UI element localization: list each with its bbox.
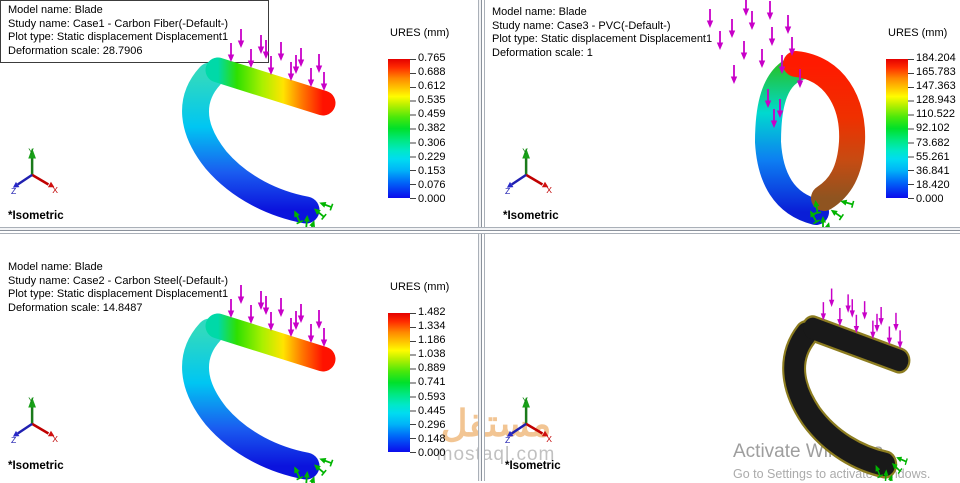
view-orientation-label: *Isometric [503,210,559,222]
info-line: Study name: Case3 - PVC(-Default-) [492,19,671,32]
legend-body: 1.482 1.334 1.186 1.038 0.889 0.741 0.593 0.445… [388,306,449,459]
vertical-viewport-splitter[interactable] [478,0,485,481]
legend-value: 147.363 [916,80,956,93]
blade-model-pvc [705,0,866,230]
legend-value: 0.296 [418,418,446,431]
legend-value: 18.420 [916,178,950,191]
legend-value: 165.783 [916,66,956,79]
info-line: Deformation scale: 14.8487 [8,301,143,314]
legend-title: URES (mm) [390,281,450,293]
info-line: Model name: Blade [8,4,103,16]
legend-value: 1.482 [418,306,446,318]
legend-value: 110.522 [916,108,955,121]
view-orientation-label: *Isometric [8,460,64,472]
result-legend-bottom-left: URES (mm) 1.482 1.334 1.186 1.038 0.889 0.741… [388,281,449,459]
mostaql-watermark: مستقل mostaql.com [420,404,572,466]
legend-tick-marks [410,59,416,199]
legend-title: URES (mm) [888,27,948,39]
info-line: Plot type: Static displacement Displacem… [492,33,713,45]
legend-value: 0.153 [418,164,446,177]
legend-value: 0.000 [418,192,446,205]
orientation-triad-icon [504,394,554,447]
legend-values: 0.765 0.688 0.612 0.535 0.459 0.382 0.306 0.229… [418,52,446,205]
plot-info-top-right: Model name: Blade Study name: Case3 - PVC… [492,3,713,60]
legend-value: 0.382 [418,122,446,135]
info-line: Study name: Case2 - Carbon Steel(-Defaul… [8,274,229,287]
legend-tick-marks [410,313,416,453]
blade-displacement-plot [754,51,866,225]
legend-value: 0.535 [418,94,446,107]
blade-model-carbon-fiber [176,12,376,227]
info-line: Study name: Case1 - Carbon Fiber(-Defaul… [8,17,229,30]
info-line: Model name: Blade [492,6,587,18]
legend-color-bar [388,313,410,452]
legend-value: 128.943 [916,94,956,107]
legend-value: 0.889 [418,362,446,375]
legend-value: 0.593 [418,390,446,403]
legend-values: 1.482 1.334 1.186 1.038 0.889 0.741 0.593 0.445… [418,306,446,459]
blade-model-carbon-steel [176,268,376,483]
legend-value: 0.229 [418,150,446,163]
legend-tick-marks [908,59,914,199]
legend-value: 36.841 [916,164,950,177]
legend-value: 1.186 [418,334,446,347]
legend-value: 1.334 [418,320,446,333]
legend-color-bar [388,59,410,198]
plot-info-top-left: Model name: Blade Study name: Case1 - Car… [0,0,269,63]
legend-value: 0.612 [418,80,446,93]
legend-value: 0.445 [418,404,446,417]
legend-value: 0.000 [418,446,446,459]
info-line: Plot type: Static displacement Displacem… [8,31,229,43]
orientation-triad-icon [10,145,60,198]
legend-value: 73.682 [916,136,950,149]
legend-title: URES (mm) [390,27,450,39]
view-orientation-label: *Isometric [8,210,64,222]
blade-model-shaded [778,272,943,481]
legend-value: 55.261 [916,150,950,163]
legend-value: 92.102 [916,122,950,135]
watermark-domain-text: mostaql.com [436,444,556,465]
legend-body: 0.765 0.688 0.612 0.535 0.459 0.382 0.306 0.229… [388,52,449,205]
legend-value: 0.741 [418,376,446,389]
legend-values: 184.204 165.783 147.363 128.943 110.522 92.10… [916,52,956,205]
legend-color-bar [886,59,908,198]
legend-value: 0.459 [418,108,446,121]
blade-displacement-plot [196,70,323,210]
horizontal-viewport-splitter[interactable] [0,227,960,234]
legend-value: 0.000 [916,192,944,205]
blade-displacement-plot [196,326,323,466]
view-orientation-label: *Isometric [505,460,561,472]
legend-value: 0.148 [418,432,446,445]
legend-value: 0.076 [418,178,446,191]
info-line: Model name: Blade [8,261,103,273]
legend-value: 0.688 [418,66,446,79]
info-line: Deformation scale: 1 [492,46,593,59]
plot-info-bottom-left: Model name: Blade Study name: Case2 - Car… [8,258,229,315]
watermark-arabic-text: مستقل [440,403,552,444]
orientation-triad-icon [10,394,60,447]
info-line: Deformation scale: 28.7906 [8,44,143,57]
result-legend-top-left: URES (mm) 0.765 0.688 0.612 0.535 0.459 0.382… [388,27,449,205]
legend-value: 1.038 [418,348,446,361]
legend-body: 184.204 165.783 147.363 128.943 110.522 92.10… [886,52,956,205]
orientation-triad-icon [504,145,554,198]
result-legend-top-right: URES (mm) 184.204 165.783 147.363 128.943 11… [886,27,956,205]
blade-solid-model [794,328,899,464]
legend-value: 0.765 [418,52,446,64]
legend-value: 184.204 [916,52,956,64]
info-line: Plot type: Static displacement Displacem… [8,288,229,300]
legend-value: 0.306 [418,136,446,149]
